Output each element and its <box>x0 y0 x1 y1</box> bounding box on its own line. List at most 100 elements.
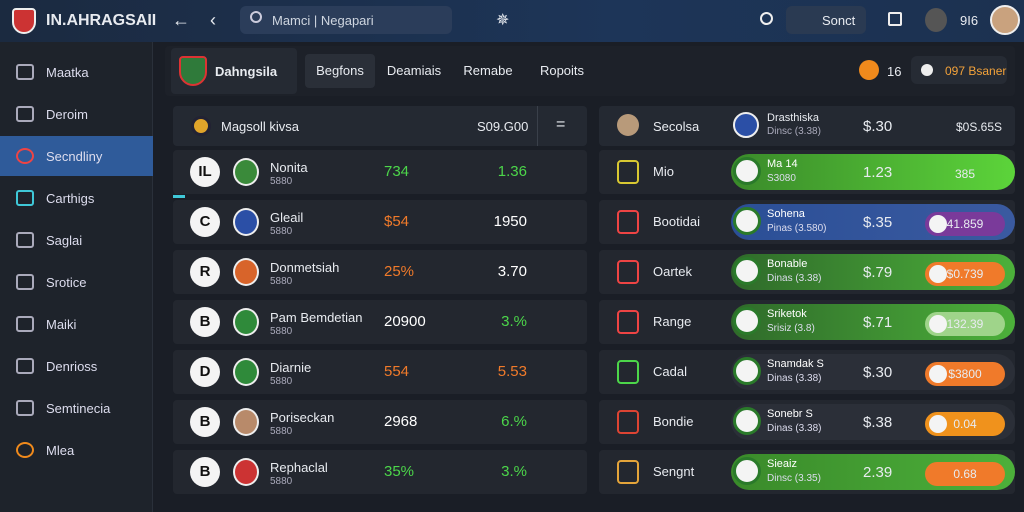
pill-price: $.38 <box>863 414 893 431</box>
sidebar-label: Denrioss <box>46 358 98 374</box>
pill-sub: Dinas (3.38) <box>767 423 822 434</box>
right-row[interactable]: Cadal Snamdak S Dinas (3.38) $.30 $3800 <box>599 350 1015 394</box>
header-total: $0S.65S <box>956 120 1003 134</box>
pill-title: Bonable <box>767 258 808 270</box>
right-row[interactable]: Bondie Sonebr S Dinas (3.38) $.38 0.04 <box>599 400 1015 444</box>
right-row[interactable]: Mio Ma 14 S3080 1.23 385 <box>599 150 1015 194</box>
menu-button[interactable]: = <box>556 116 566 133</box>
sidebar-label: Maiki <box>46 316 77 332</box>
sidebar-icon <box>16 148 34 164</box>
logo-text: Dahngsila <box>215 64 278 79</box>
sidebar-item[interactable]: Carthigs <box>0 178 153 218</box>
club-name: Oartek <box>653 264 693 279</box>
balance-icon <box>921 64 933 76</box>
search-box[interactable]: Mamci | Negapari <box>240 6 452 34</box>
pill-crest <box>733 257 761 285</box>
team-value: 20900 <box>384 313 426 330</box>
right-row[interactable]: Bootidai Sohena Pinas (3.580) $.35 41.859 <box>599 200 1015 244</box>
odds-pill[interactable]: Sriketok Srisiz (3.8) $.71 132.39 <box>731 304 1015 340</box>
odds-pill[interactable]: Sohena Pinas (3.580) $.35 41.859 <box>731 204 1015 240</box>
team-value: 554 <box>384 363 410 380</box>
button-icon <box>929 415 947 433</box>
left-row[interactable]: D Diarnie 5880 554 5.53 <box>173 350 587 394</box>
avatar-small[interactable] <box>925 8 947 32</box>
sidebar-item[interactable]: Srotice <box>0 262 153 302</box>
bet-button[interactable]: $3800 <box>925 362 1005 386</box>
tab[interactable]: Remabe <box>463 63 513 78</box>
right-row[interactable]: Oartek Bonable Dinas (3.38) $.79 $0.739 <box>599 250 1015 294</box>
bet-button[interactable]: 0.68 <box>925 462 1005 486</box>
team-odds: 3.% <box>501 463 527 480</box>
odds-pill[interactable]: Sieaiz Dinsc (3.35) 2.39 0.68 <box>731 454 1015 490</box>
sidebar-item[interactable]: Maatka <box>0 52 153 92</box>
left-row[interactable]: IL Nonita 5880 734 1.36 <box>173 150 587 194</box>
team-sub: 5880 <box>270 426 293 437</box>
sidebar-icon <box>16 106 34 122</box>
badge-icon <box>859 60 879 80</box>
header-name: Secolsa <box>653 119 700 134</box>
header-title: Drasthiska <box>767 112 819 124</box>
back-button[interactable]: ← <box>172 10 190 30</box>
header-icon <box>191 116 211 136</box>
left-row[interactable]: B Poriseckan 5880 2968 6.% <box>173 400 587 444</box>
bet-button[interactable]: 0.04 <box>925 412 1005 436</box>
tab[interactable]: Begfons <box>305 54 375 88</box>
pill-title: Sriketok <box>767 308 807 320</box>
odds-pill[interactable]: Snamdak S Dinas (3.38) $.30 $3800 <box>731 354 1015 390</box>
team-value: 35% <box>384 463 415 480</box>
team-odds: 3.% <box>501 313 527 330</box>
pill-crest <box>733 357 761 385</box>
team-sub: 5880 <box>270 226 293 237</box>
pill-crest <box>733 457 761 485</box>
odds-pill[interactable]: Sonebr S Dinas (3.38) $.38 0.04 <box>731 404 1015 440</box>
search-button[interactable] <box>760 12 773 25</box>
bet-button[interactable]: $0.739 <box>925 262 1005 286</box>
team-name: Gleail <box>270 210 304 225</box>
user-avatar[interactable] <box>990 5 1020 35</box>
right-row[interactable]: Sengnt Sieaiz Dinsc (3.35) 2.39 0.68 <box>599 450 1015 494</box>
left-row[interactable]: R Donmetsiah 5880 25% 3.70 <box>173 250 587 294</box>
prev-button[interactable]: ‹ <box>210 10 216 30</box>
left-row[interactable]: C Gleail 5880 $54 1950 <box>173 200 587 244</box>
action-button[interactable]: Sonct <box>786 6 866 34</box>
sidebar-item[interactable]: Denrioss <box>0 346 153 386</box>
settings-icon[interactable]: ✵ <box>496 12 510 29</box>
club-name: Sengnt <box>653 464 695 479</box>
club-name: Bootidai <box>653 214 700 229</box>
team-name: Poriseckan <box>270 410 335 425</box>
sidebar-icon <box>16 400 34 416</box>
team-crest <box>233 258 259 286</box>
bet-button[interactable]: 41.859 <box>925 212 1005 236</box>
window-icon[interactable] <box>888 12 902 26</box>
sidebar-item[interactable]: Secndliny <box>0 136 153 176</box>
odds-pill[interactable]: Ma 14 S3080 1.23 385 <box>731 154 1015 190</box>
left-row[interactable]: B Pam Bemdetian 5880 20900 3.% <box>173 300 587 344</box>
sidebar: Maatka Deroim Secndliny Carthigs Saglai Sroti… <box>0 42 153 512</box>
pill-sub: S3080 <box>767 173 796 184</box>
right-row[interactable]: Range Sriketok Srisiz (3.8) $.71 132.39 <box>599 300 1015 344</box>
sidebar-item[interactable]: Saglai <box>0 220 153 260</box>
sidebar-item[interactable]: Deroim <box>0 94 153 134</box>
sidebar-item[interactable]: Semtinecia <box>0 388 153 428</box>
team-crest <box>233 408 259 436</box>
logo-tab[interactable]: Dahngsila <box>171 48 297 94</box>
top-bar: IN.AHRAGSAII ← ‹ Mamci | Negapari ✵ Sonc… <box>0 0 1024 42</box>
team-value: 2968 <box>384 413 418 430</box>
button-icon <box>929 315 947 333</box>
club-icon <box>617 210 639 234</box>
tab[interactable]: Ropoits <box>539 63 585 78</box>
left-row[interactable]: B Rephaclal 5880 35% 3.% <box>173 450 587 494</box>
odds-pill[interactable]: Bonable Dinas (3.38) $.79 $0.739 <box>731 254 1015 290</box>
club-name: Range <box>653 314 692 329</box>
left-header: Magsoll kivsa S09.G00 = <box>173 106 587 146</box>
bet-button[interactable]: 385 <box>954 167 976 181</box>
rank-badge: D <box>190 357 220 387</box>
sidebar-item[interactable]: Mlea <box>0 430 153 470</box>
tab[interactable]: Deamiais <box>386 63 442 78</box>
sidebar-item[interactable]: Maiki <box>0 304 153 344</box>
bet-button[interactable]: 132.39 <box>925 312 1005 336</box>
pill-price: $.35 <box>863 214 893 231</box>
rank-badge: B <box>190 307 220 337</box>
pill-price: $.71 <box>863 314 893 331</box>
